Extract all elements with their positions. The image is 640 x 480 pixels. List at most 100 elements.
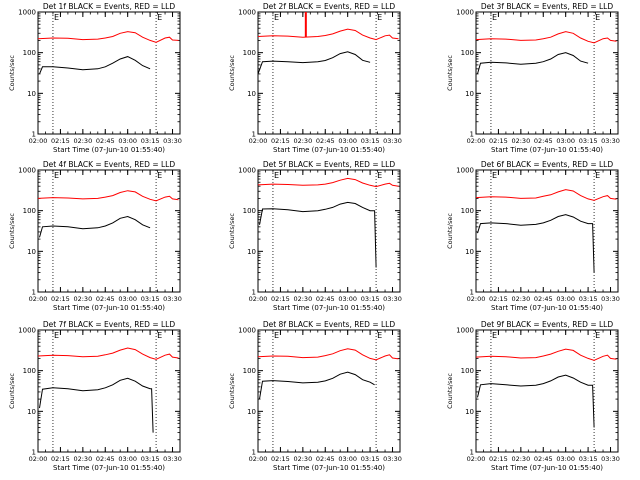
lld-series-line <box>257 348 399 361</box>
panel-title: Det 7f BLACK = Events, RED = LLD <box>43 320 176 329</box>
x-tick-label: 02:30 <box>293 455 312 463</box>
x-tick-label: 03:15 <box>141 295 160 303</box>
y-tick-label: 100 <box>461 367 474 375</box>
x-axis-label: Start Time (07-Jun-10 01:55:40) <box>491 146 603 154</box>
x-tick-label: 02:15 <box>271 137 290 145</box>
x-tick-label: 02:30 <box>73 295 92 303</box>
x-axis-label: Start Time (07-Jun-10 01:55:40) <box>273 304 385 312</box>
y-tick-label: 1000 <box>456 327 474 335</box>
event-marker-label: E <box>157 13 162 22</box>
event-marker-label: E <box>157 331 162 340</box>
lld-series-line <box>37 190 179 202</box>
x-tick-label: 03:30 <box>601 295 620 303</box>
lld-series-line <box>37 31 179 43</box>
event-marker-label: E <box>377 171 382 180</box>
y-tick-label: 1 <box>252 289 256 297</box>
y-axis-label: Counts/sec <box>228 55 236 91</box>
event-marker-label: E <box>377 331 382 340</box>
x-axis-label: Start Time (07-Jun-10 01:55:40) <box>273 146 385 154</box>
detector-panel-7: Det 7f BLACK = Events, RED = LLD 1 10 100 10… <box>8 320 182 472</box>
x-tick-label: 03:15 <box>579 455 598 463</box>
y-tick-label: 1 <box>32 289 36 297</box>
x-tick-label: 02:15 <box>271 455 290 463</box>
y-tick-label: 100 <box>23 207 36 215</box>
x-tick-label: 03:15 <box>579 137 598 145</box>
lld-series-line <box>475 189 617 201</box>
events-series-line <box>477 52 589 75</box>
detector-panel-5: Det 5f BLACK = Events, RED = LLD 1 10 100 10… <box>228 160 402 312</box>
x-tick-label: 02:00 <box>467 455 486 463</box>
panel-title: Det 2f BLACK = Events, RED = LLD <box>263 2 396 11</box>
x-tick-label: 02:15 <box>51 137 70 145</box>
x-tick-label: 03:00 <box>556 455 575 463</box>
event-marker-label: E <box>54 171 59 180</box>
y-tick-label: 1 <box>32 131 36 139</box>
x-tick-label: 03:00 <box>338 455 357 463</box>
x-tick-label: 02:30 <box>511 137 530 145</box>
events-series-line <box>39 215 151 238</box>
x-tick-label: 02:45 <box>534 455 553 463</box>
events-series-line <box>477 214 595 273</box>
event-marker-label: E <box>157 171 162 180</box>
events-series-line <box>39 56 151 75</box>
events-series-line <box>257 51 371 75</box>
y-tick-label: 100 <box>243 207 256 215</box>
x-tick-label: 03:15 <box>141 455 160 463</box>
detector-panel-1: Det 1f BLACK = Events, RED = LLD 1 10 100 10… <box>8 2 182 154</box>
panel-title: Det 3f BLACK = Events, RED = LLD <box>481 2 614 11</box>
x-axis-label: Start Time (07-Jun-10 01:55:40) <box>491 464 603 472</box>
events-series-line <box>259 201 377 268</box>
y-tick-label: 1000 <box>456 167 474 175</box>
lld-series-line <box>37 347 179 360</box>
plot-frame <box>37 169 181 293</box>
x-tick-label: 02:45 <box>316 455 335 463</box>
plot-frame <box>37 329 181 453</box>
plot-frame <box>37 11 181 135</box>
y-tick-label: 1 <box>470 131 474 139</box>
y-tick-label: 1000 <box>18 9 36 17</box>
x-tick-label: 02:15 <box>271 295 290 303</box>
x-tick-label: 03:30 <box>383 295 402 303</box>
y-axis-label: Counts/sec <box>228 373 236 409</box>
lld-series-line <box>475 31 617 44</box>
panel-title: Det 9f BLACK = Events, RED = LLD <box>481 320 614 329</box>
x-tick-label: 03:00 <box>118 137 137 145</box>
event-marker-label: E <box>54 13 59 22</box>
x-tick-label: 03:15 <box>361 455 380 463</box>
x-tick-label: 02:45 <box>96 295 115 303</box>
y-tick-label: 10 <box>27 90 36 98</box>
event-marker-label: E <box>492 171 497 180</box>
panel-title: Det 8f BLACK = Events, RED = LLD <box>263 320 396 329</box>
panel-title: Det 4f BLACK = Events, RED = LLD <box>43 160 176 169</box>
y-axis-label: Counts/sec <box>8 55 16 91</box>
x-tick-label: 02:00 <box>249 295 268 303</box>
x-tick-label: 02:00 <box>29 295 48 303</box>
event-marker-label: E <box>492 331 497 340</box>
x-tick-label: 02:15 <box>489 455 508 463</box>
x-tick-label: 02:00 <box>249 137 268 145</box>
event-marker-label: E <box>595 331 600 340</box>
y-axis-label: Counts/sec <box>228 213 236 249</box>
lld-series-line <box>257 28 399 41</box>
detector-panel-2: Det 2f BLACK = Events, RED = LLD 1 10 100 10… <box>228 2 402 154</box>
y-tick-label: 1 <box>252 131 256 139</box>
plot-frame <box>475 169 619 293</box>
x-tick-label: 03:30 <box>163 455 182 463</box>
event-marker-label: E <box>492 13 497 22</box>
detector-panel-4: Det 4f BLACK = Events, RED = LLD 1 10 100 10… <box>8 160 182 312</box>
x-tick-label: 03:15 <box>579 295 598 303</box>
x-tick-label: 02:15 <box>51 295 70 303</box>
x-tick-label: 03:30 <box>383 455 402 463</box>
event-marker-label: E <box>274 171 279 180</box>
x-axis-label: Start Time (07-Jun-10 01:55:40) <box>491 304 603 312</box>
y-tick-label: 1000 <box>456 9 474 17</box>
y-tick-label: 10 <box>247 90 256 98</box>
y-tick-label: 100 <box>461 207 474 215</box>
y-tick-label: 100 <box>461 49 474 57</box>
y-tick-label: 10 <box>465 408 474 416</box>
events-series-line <box>259 371 375 400</box>
event-marker-label: E <box>595 171 600 180</box>
y-tick-label: 1000 <box>18 327 36 335</box>
x-tick-label: 03:00 <box>118 455 137 463</box>
